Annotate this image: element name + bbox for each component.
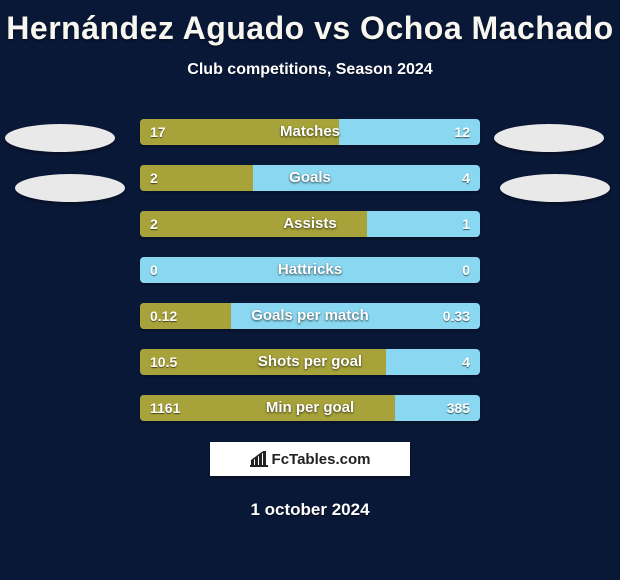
stat-label: Goals per match xyxy=(140,303,480,329)
stat-label: Matches xyxy=(140,119,480,145)
stat-row: 21Assists xyxy=(0,211,620,241)
stat-row: 1161385Min per goal xyxy=(0,395,620,425)
stat-label: Shots per goal xyxy=(140,349,480,375)
stat-label: Assists xyxy=(140,211,480,237)
date-label: 1 october 2024 xyxy=(0,500,620,520)
team-badge-placeholder xyxy=(494,124,604,152)
team-badge-placeholder xyxy=(15,174,125,202)
stat-label: Goals xyxy=(140,165,480,191)
stat-row: 0.120.33Goals per match xyxy=(0,303,620,333)
brand-badge: FcTables.com xyxy=(210,442,410,476)
stat-label: Hattricks xyxy=(140,257,480,283)
stat-label: Min per goal xyxy=(140,395,480,421)
team-badge-placeholder xyxy=(500,174,610,202)
subtitle: Club competitions, Season 2024 xyxy=(0,61,620,79)
stat-row: 10.54Shots per goal xyxy=(0,349,620,379)
page-title: Hernández Aguado vs Ochoa Machado xyxy=(0,0,620,47)
stat-rows: 1712Matches24Goals21Assists00Hattricks0.… xyxy=(0,119,620,425)
comparison-infographic: Hernández Aguado vs Ochoa Machado Club c… xyxy=(0,0,620,580)
brand-text: FcTables.com xyxy=(272,451,371,468)
team-badge-placeholder xyxy=(5,124,115,152)
chart-icon xyxy=(250,451,268,467)
stat-row: 00Hattricks xyxy=(0,257,620,287)
